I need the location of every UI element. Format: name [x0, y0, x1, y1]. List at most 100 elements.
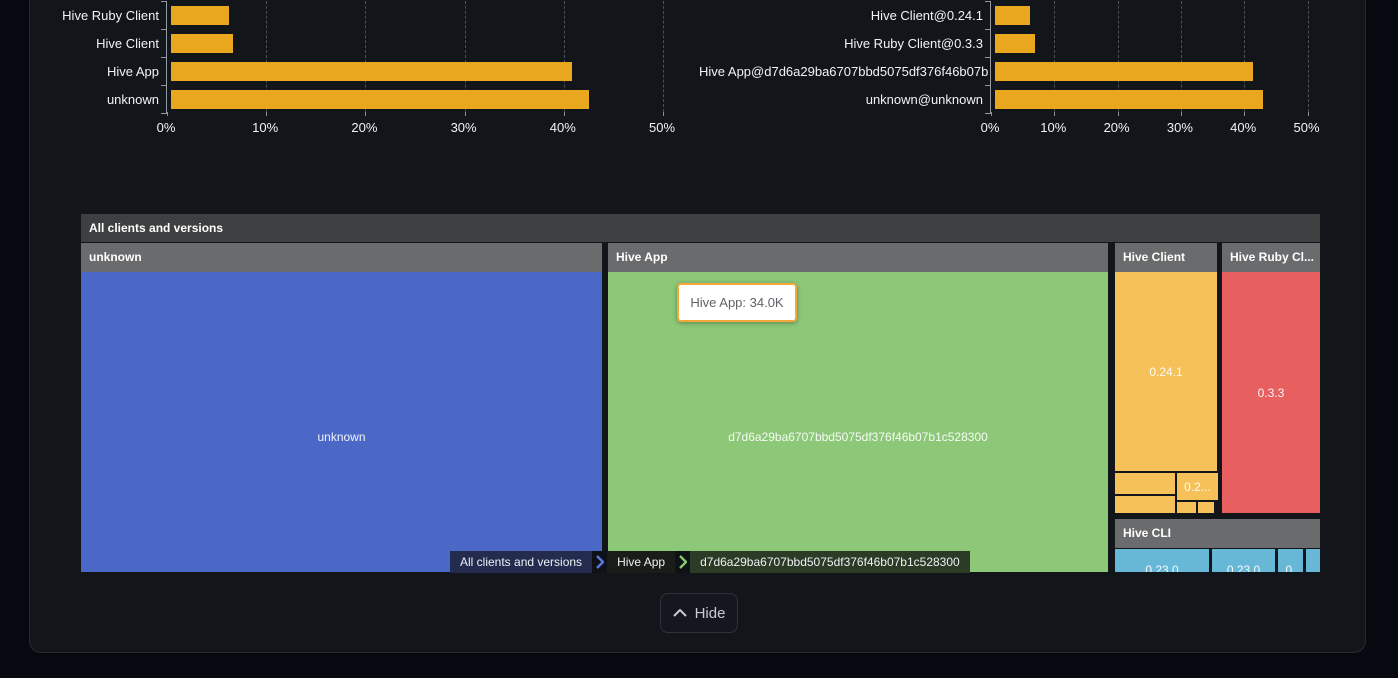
treemap-section-header-hive-client[interactable]: Hive Client — [1115, 243, 1217, 272]
bar[interactable] — [171, 89, 589, 109]
treemap-cell-unknown[interactable]: unknown — [81, 272, 602, 572]
x-axis-tick — [991, 112, 992, 116]
treemap-tooltip: Hive App: 34.0K — [677, 283, 797, 322]
gridline — [365, 1, 367, 112]
treemap-cell-hive-ruby-version[interactable]: 0.3.3 — [1222, 272, 1320, 513]
treemap-cell-label: 0.2... — [1184, 479, 1211, 494]
x-tick-label: 20% — [1103, 120, 1130, 135]
hide-button[interactable]: Hide — [660, 593, 738, 633]
gridline — [1307, 1, 1309, 112]
y-axis-tick — [985, 85, 991, 86]
gridline — [1117, 1, 1119, 112]
bar[interactable] — [171, 33, 233, 53]
treemap-cell-label: 0.23.0 — [1145, 563, 1179, 572]
bar[interactable] — [171, 61, 572, 81]
x-tick-label: 0% — [980, 120, 1000, 135]
category-label: Hive Client@0.24.1 — [870, 8, 983, 23]
gridline — [464, 1, 466, 112]
gridline — [563, 1, 565, 112]
plot-area — [985, 1, 1338, 116]
category-label: Hive Client — [96, 36, 159, 51]
bar[interactable] — [995, 5, 1030, 25]
treemap-cell-hive-cli-version[interactable]: 0. — [1278, 549, 1303, 572]
treemap-cell-hive-app-version[interactable]: d7d6a29ba6707bbd5075df376f46b07b1c528300 — [608, 272, 1108, 572]
treemap-section-header-hive-app[interactable]: Hive App — [608, 243, 1108, 272]
bar[interactable] — [995, 33, 1035, 53]
breadcrumb-item-root[interactable]: All clients and versions — [450, 551, 593, 573]
x-tick-label: 0% — [156, 120, 176, 135]
treemap-cell-label: 0.23.0 — [1226, 563, 1261, 572]
treemap-cell-label: 0.24.1 — [1149, 364, 1183, 379]
gridline — [1054, 1, 1056, 112]
client-versions-bar-chart: 0% 10% 20% 30% 40% 50% Hive Client@0.24.1 Hive … — [699, 1, 1338, 141]
clients-bar-chart: 0% 10% 20% 30% 40% 50% Hive Ruby Client Hive Cl… — [0, 1, 701, 141]
category-label: unknown@unknown — [865, 92, 983, 107]
y-axis-tick — [985, 57, 991, 58]
y-axis-tick — [161, 57, 167, 58]
chevron-up-icon — [672, 609, 687, 617]
x-axis-tick — [167, 112, 168, 116]
y-axis-tick — [985, 1, 991, 2]
treemap-cell-hive-client-main[interactable]: 0.24.1 — [1115, 272, 1217, 471]
x-tick-label: 50% — [648, 120, 676, 135]
gridline — [266, 1, 268, 112]
treemap-breadcrumb: All clients and versions Hive App d7d6a2… — [450, 551, 970, 573]
bar[interactable] — [995, 61, 1254, 81]
treemap-cell-hive-client-sub[interactable] — [1115, 473, 1175, 494]
treemap-cell-hive-cli-version[interactable]: 0.23.0 — [1115, 549, 1209, 572]
x-tick-label: 30% — [450, 120, 477, 135]
x-axis-tick — [1244, 112, 1246, 116]
treemap-section-header-hive-ruby-client[interactable]: Hive Ruby Cl... — [1222, 243, 1320, 272]
category-label: unknown — [106, 92, 159, 107]
treemap-cell-label: unknown — [317, 430, 366, 444]
y-axis-tick — [985, 29, 991, 30]
x-axis-tick — [365, 112, 367, 116]
x-tick-label: 40% — [549, 120, 576, 135]
y-axis-tick — [161, 29, 167, 30]
x-axis-tick — [1307, 112, 1309, 116]
y-axis-tick — [161, 1, 167, 2]
chevron-right-icon — [592, 551, 608, 573]
x-axis-tick — [1054, 112, 1056, 116]
treemap-cell-label: 0. — [1285, 563, 1296, 572]
x-axis-tick — [464, 112, 466, 116]
gridline — [663, 1, 664, 112]
treemap-section-header-hive-cli[interactable]: Hive CLI — [1115, 519, 1320, 548]
y-axis-tick — [985, 113, 991, 114]
gridline — [1180, 1, 1182, 112]
bar[interactable] — [995, 89, 1264, 109]
treemap-cell-hive-client-sub[interactable] — [1198, 502, 1214, 513]
x-axis-tick — [1180, 112, 1182, 116]
treemap-cell-hive-cli-version[interactable]: 0.23.0 — [1212, 549, 1275, 572]
treemap-cell-hive-client-sub[interactable] — [1177, 502, 1196, 513]
category-label: Hive Ruby Client@0.3.3 — [844, 36, 983, 51]
x-tick-label: 50% — [1293, 120, 1320, 135]
x-tick-label: 20% — [351, 120, 378, 135]
x-axis-tick — [266, 112, 268, 116]
chevron-right-icon — [675, 551, 691, 573]
plot-area — [161, 1, 701, 116]
x-tick-label: 10% — [1040, 120, 1067, 135]
treemap-title: All clients and versions — [81, 214, 1320, 242]
category-label: Hive Ruby Client — [62, 8, 159, 23]
x-axis-tick — [663, 112, 664, 116]
category-label: Hive App — [106, 64, 159, 79]
x-axis-tick — [1117, 112, 1119, 116]
treemap-section-header-unknown[interactable]: unknown — [81, 243, 602, 272]
treemap-cell-label: d7d6a29ba6707bbd5075df376f46b07b1c528300 — [728, 430, 988, 444]
x-axis-tick — [563, 112, 565, 116]
y-axis-tick — [161, 113, 167, 114]
x-tick-label: 40% — [1230, 120, 1257, 135]
category-label: Hive App@d7d6a29ba6707bbd5075df376f46b07… — [699, 64, 989, 79]
bar[interactable] — [171, 5, 229, 25]
breadcrumb-item-hive-app[interactable]: Hive App — [607, 551, 676, 573]
x-tick-label: 10% — [252, 120, 279, 135]
clients-treemap: All clients and versions unknown unknown… — [81, 214, 1320, 572]
hide-button-label: Hide — [694, 604, 726, 622]
treemap-cell-label: 0.3.3 — [1257, 385, 1285, 400]
breadcrumb-item-version-hash[interactable]: d7d6a29ba6707bbd5075df376f46b07b1c528300 — [690, 551, 970, 573]
y-axis-tick — [161, 85, 167, 86]
treemap-cell-hive-cli-version[interactable] — [1306, 549, 1320, 572]
treemap-cell-hive-client-sub[interactable] — [1115, 496, 1175, 513]
treemap-cell-hive-client-sub[interactable]: 0.2... — [1177, 473, 1218, 500]
